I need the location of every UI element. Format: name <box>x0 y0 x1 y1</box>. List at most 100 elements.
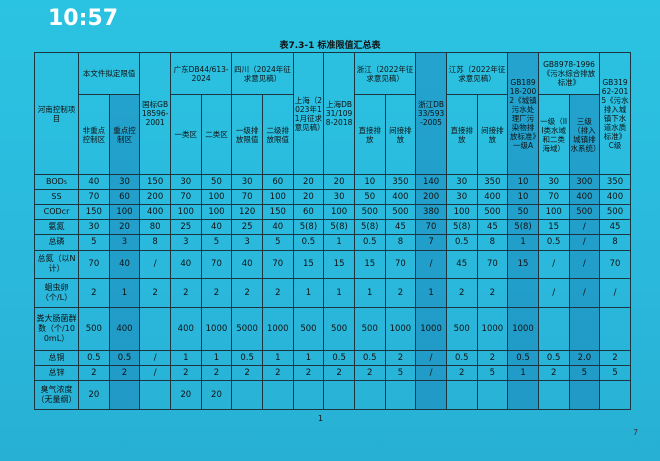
cell: 2 <box>353 364 386 382</box>
cell: 70 <box>169 189 202 206</box>
empty-cell <box>507 278 539 309</box>
row-label: BOD₅ <box>34 173 79 191</box>
cell: 20 <box>292 189 325 206</box>
cell: 70 <box>231 189 263 206</box>
cell: 5(8) <box>353 219 386 236</box>
cell: 2 <box>231 278 263 309</box>
cell: 5 <box>599 364 631 382</box>
cell: 10 <box>507 189 539 206</box>
column-group-header: GB8978-1996《污水综合排放标准》 <box>537 52 601 95</box>
column-group-header: 江苏（2022年征求意见稿） <box>445 52 509 95</box>
cell: 30 <box>445 189 478 206</box>
cell: 380 <box>415 204 447 221</box>
cell: 200 <box>139 189 171 206</box>
cell: 5(8) <box>323 219 355 236</box>
cell: 500 <box>292 307 325 351</box>
cell: 400 <box>384 189 417 206</box>
cell: 3 <box>169 234 202 251</box>
cell: 2 <box>108 364 141 382</box>
column-header: 一级排放限值 <box>231 94 263 175</box>
cell: 2 <box>261 278 294 309</box>
cell: / <box>537 278 570 309</box>
cell: 60 <box>292 204 325 221</box>
empty-cell <box>445 380 478 410</box>
cell: 5(8) <box>292 219 325 236</box>
cell: 20 <box>169 380 202 410</box>
empty-cell <box>415 380 447 410</box>
cell: 2 <box>200 364 233 382</box>
cell: 5000 <box>231 307 263 351</box>
cell: 2 <box>200 278 233 309</box>
cell: 1 <box>292 278 325 309</box>
cell: 15 <box>323 249 355 280</box>
cell: 1000 <box>415 307 447 351</box>
cell: 70 <box>78 189 110 206</box>
cell: 40 <box>78 173 110 191</box>
cell: 0.5 <box>445 234 478 251</box>
cell: 0.5 <box>353 349 386 366</box>
data-row: 总氮（以N计） 70 40/40 70 40 70 15 15 15 70/45 70 15//70 <box>34 249 631 280</box>
empty-cell <box>599 307 631 351</box>
cell: / <box>415 349 447 366</box>
cell: 2 <box>169 364 202 382</box>
cell: 2 <box>292 364 325 382</box>
cell: 5(8) <box>445 219 478 236</box>
cell: 400 <box>568 189 601 206</box>
cell: 150 <box>261 204 294 221</box>
row-label: 臭气浓度（无量纲） <box>34 380 79 410</box>
cell: 0.5 <box>108 349 141 366</box>
cell: 100 <box>537 204 570 221</box>
cell: 60 <box>261 173 294 191</box>
cell: 500 <box>323 307 355 351</box>
empty-cell <box>231 380 263 410</box>
cell: 150 <box>139 173 171 191</box>
cell: 2 <box>231 364 263 382</box>
cell: 8 <box>384 234 417 251</box>
cell: 40 <box>231 249 263 280</box>
cell: 2 <box>476 349 509 366</box>
empty-cell <box>507 380 539 410</box>
empty-cell <box>568 380 601 410</box>
cell: 500 <box>568 204 601 221</box>
cell: 1 <box>415 278 447 309</box>
cell: 5 <box>476 364 509 382</box>
cell: 2 <box>537 364 570 382</box>
cell: / <box>599 278 631 309</box>
cell: 400 <box>476 189 509 206</box>
cell: 20 <box>292 173 325 191</box>
column-group-header: 浙江（2022年征求意见稿） <box>353 52 417 95</box>
cell: 20 <box>200 380 233 410</box>
column-header: 二类区 <box>200 94 233 175</box>
column-header: GB31962-2015《污水排入城镇下水道水质标准》C级 <box>599 52 631 175</box>
cell: / <box>568 234 601 251</box>
corner-label: 河南控制项目 <box>34 52 79 175</box>
empty-cell <box>108 380 141 410</box>
data-row: CODcr 150 100 400 100 100 120 150 60 100 500 500 380… <box>34 204 631 221</box>
column-header: 间接排放 <box>476 94 509 175</box>
cell: 70 <box>384 249 417 280</box>
cell: 0.5 <box>353 234 386 251</box>
cell: 45 <box>599 219 631 236</box>
cell: 2 <box>169 278 202 309</box>
cell: 80 <box>139 219 171 236</box>
cell: 0.5 <box>537 349 570 366</box>
cell: 25 <box>231 219 263 236</box>
cell: 350 <box>384 173 417 191</box>
row-label: 蛔虫卵（个/L） <box>34 278 79 309</box>
cell: / <box>139 364 171 382</box>
cell: 5 <box>261 234 294 251</box>
cell: 50 <box>507 204 539 221</box>
data-row: 氨氮 30 20 80 25 40 25 40 5(8) 5(8) 5(8) 45 70 5(8) 45 5(… <box>34 219 631 236</box>
column-header: 上海DB31/1098-2018 <box>323 52 355 175</box>
empty-cell <box>139 380 171 410</box>
column-header: 间接排放 <box>384 94 417 175</box>
column-header: 国标GB18596-2001 <box>139 52 171 175</box>
cell: / <box>415 364 447 382</box>
cell: 5 <box>568 364 601 382</box>
cell: 0.5 <box>78 349 110 366</box>
empty-cell <box>261 380 294 410</box>
header-row: 河南控制项目 本文件拟定限值 国标GB18596-2001 广东DB44/613-20… <box>34 52 631 175</box>
cell: 1 <box>108 278 141 309</box>
column-header: 非重点控制区 <box>78 94 110 175</box>
cell: 500 <box>353 204 386 221</box>
